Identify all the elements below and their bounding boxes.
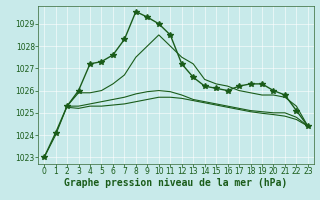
X-axis label: Graphe pression niveau de la mer (hPa): Graphe pression niveau de la mer (hPa) (64, 178, 288, 188)
